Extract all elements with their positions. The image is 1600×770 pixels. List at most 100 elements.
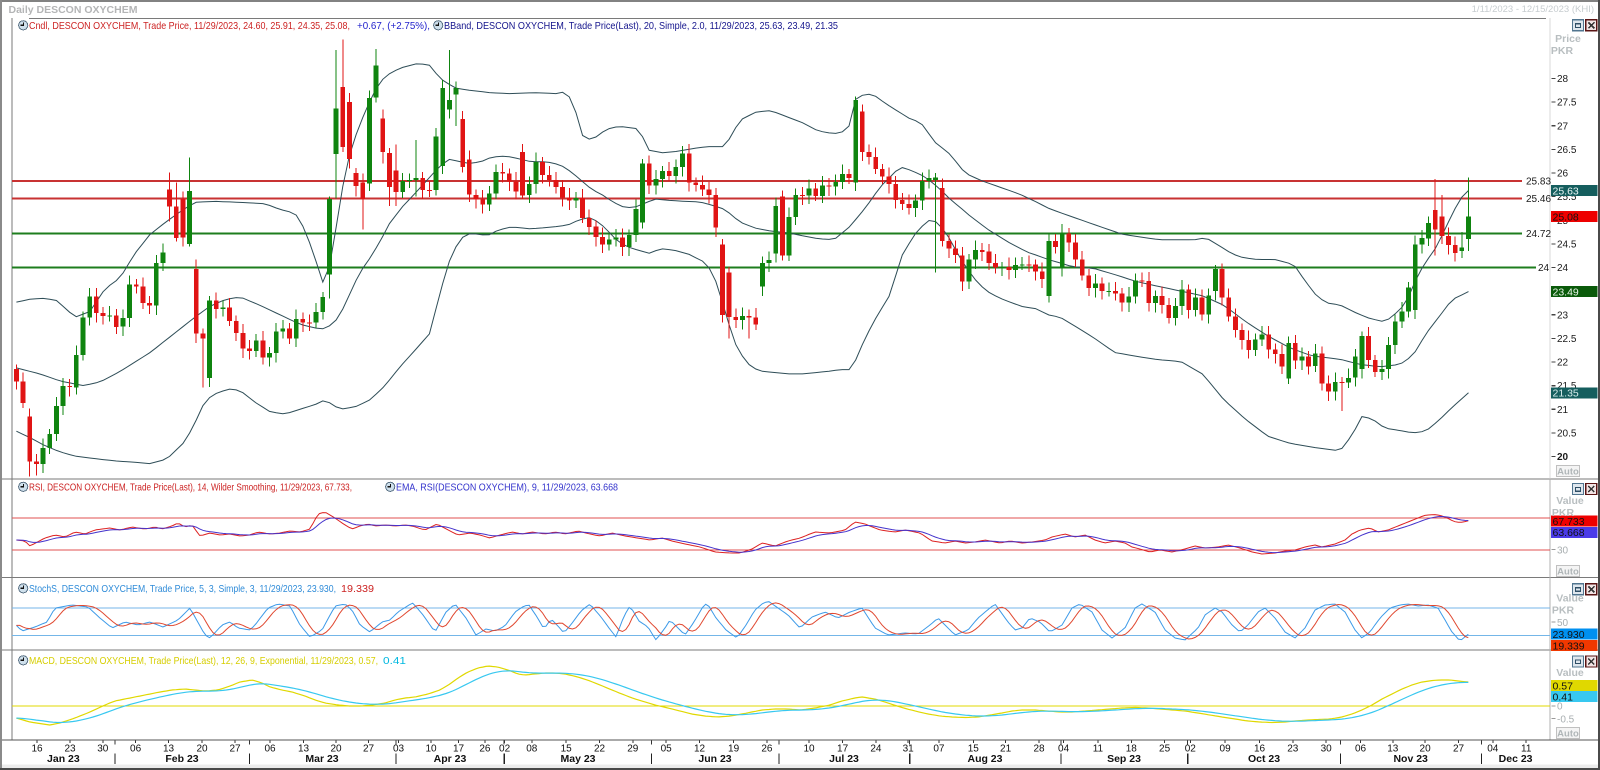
- svg-text:23: 23: [1557, 310, 1569, 321]
- svg-text:25.83: 25.83: [1526, 177, 1551, 188]
- svg-text:15: 15: [968, 744, 980, 755]
- svg-text:Cndl, DESCON OXYCHEM, Trade Pr: Cndl, DESCON OXYCHEM, Trade Price, 11/29…: [29, 21, 350, 32]
- svg-text:31: 31: [903, 744, 915, 755]
- svg-text:Jul 23: Jul 23: [829, 753, 859, 765]
- svg-text:Oct 23: Oct 23: [1248, 753, 1280, 765]
- svg-text:Value: Value: [1556, 667, 1584, 679]
- svg-text:28: 28: [1557, 74, 1569, 85]
- svg-text:11: 11: [1521, 744, 1532, 755]
- svg-text:13: 13: [163, 744, 175, 755]
- svg-text:27: 27: [363, 744, 375, 755]
- svg-text:24: 24: [1557, 263, 1569, 274]
- svg-text:+0.67, (+2.75%),: +0.67, (+2.75%),: [357, 21, 430, 32]
- svg-text:Jan 23: Jan 23: [47, 753, 80, 765]
- svg-text:24.5: 24.5: [1557, 239, 1577, 250]
- svg-text:21: 21: [1557, 405, 1569, 416]
- svg-text:22.5: 22.5: [1557, 334, 1577, 345]
- svg-text:Aug 23: Aug 23: [967, 753, 1002, 765]
- svg-text:May 23: May 23: [560, 753, 595, 765]
- svg-text:Nov 23: Nov 23: [1393, 753, 1428, 765]
- svg-text:MACD, DESCON OXYCHEM, Trade Pr: MACD, DESCON OXYCHEM, Trade Price(Last),…: [29, 656, 378, 667]
- svg-text:16: 16: [31, 744, 43, 755]
- svg-text:Dec 23: Dec 23: [1499, 753, 1533, 765]
- svg-text:Value: Value: [1556, 593, 1584, 605]
- svg-text:26: 26: [761, 744, 773, 755]
- svg-text:21: 21: [1000, 744, 1012, 755]
- svg-text:24: 24: [870, 744, 882, 755]
- svg-text:07: 07: [933, 744, 945, 755]
- svg-text:26: 26: [479, 744, 491, 755]
- svg-text:30: 30: [97, 744, 109, 755]
- svg-text:1/11/2023 - 12/15/2023 (KHI): 1/11/2023 - 12/15/2023 (KHI): [1472, 4, 1594, 15]
- svg-text:Price: Price: [1555, 33, 1581, 45]
- svg-text:17: 17: [453, 744, 465, 755]
- svg-text:11: 11: [1093, 744, 1104, 755]
- svg-text:25.08: 25.08: [1553, 211, 1579, 223]
- svg-text:Sep 23: Sep 23: [1107, 753, 1141, 765]
- svg-text:17: 17: [837, 744, 849, 755]
- svg-text:02: 02: [499, 744, 511, 755]
- svg-text:13: 13: [298, 744, 310, 755]
- svg-text:PKR: PKR: [1552, 507, 1575, 519]
- svg-text:67.733: 67.733: [1553, 516, 1585, 528]
- svg-text:27: 27: [1557, 121, 1569, 132]
- svg-text:26: 26: [1557, 169, 1569, 180]
- svg-text:30: 30: [1321, 744, 1333, 755]
- svg-text:0.41: 0.41: [1553, 691, 1574, 703]
- svg-text:63.668: 63.668: [1553, 527, 1585, 539]
- svg-text:23.930: 23.930: [1553, 629, 1585, 641]
- svg-text:21.35: 21.35: [1553, 388, 1579, 400]
- svg-text:06: 06: [1355, 744, 1367, 755]
- svg-text:Value: Value: [1556, 495, 1584, 507]
- svg-text:02: 02: [1185, 744, 1197, 755]
- svg-text:50: 50: [1557, 618, 1569, 629]
- svg-text:30: 30: [1557, 546, 1569, 557]
- svg-text:0.57: 0.57: [1553, 680, 1574, 692]
- svg-text:19: 19: [728, 744, 740, 755]
- svg-text:06: 06: [130, 744, 142, 755]
- svg-text:Auto: Auto: [1557, 567, 1579, 578]
- svg-text:29: 29: [627, 744, 639, 755]
- svg-text:0.41: 0.41: [383, 656, 406, 667]
- svg-text:27: 27: [229, 744, 241, 755]
- svg-text:10: 10: [803, 744, 815, 755]
- svg-text:20.5: 20.5: [1557, 428, 1577, 439]
- svg-text:RSI, DESCON OXYCHEM, Trade Pri: RSI, DESCON OXYCHEM, Trade Price(Last), …: [29, 482, 352, 493]
- svg-text:Daily DESCON OXYCHEM: Daily DESCON OXYCHEM: [9, 4, 138, 16]
- svg-text:20: 20: [1557, 452, 1569, 463]
- svg-text:19.339: 19.339: [341, 584, 374, 595]
- svg-text:25.63: 25.63: [1553, 185, 1579, 197]
- svg-text:05: 05: [661, 744, 673, 755]
- svg-text:Apr 23: Apr 23: [434, 753, 467, 765]
- svg-text:24: 24: [1538, 263, 1550, 274]
- svg-text:06: 06: [264, 744, 276, 755]
- svg-text:Mar 23: Mar 23: [305, 753, 338, 765]
- svg-text:27: 27: [1453, 744, 1465, 755]
- svg-text:Jun 23: Jun 23: [698, 753, 731, 765]
- svg-text:15: 15: [561, 744, 573, 755]
- svg-text:25.46: 25.46: [1526, 194, 1551, 205]
- svg-text:Auto: Auto: [1557, 729, 1579, 740]
- svg-text:20: 20: [196, 744, 208, 755]
- svg-text:13: 13: [1387, 744, 1399, 755]
- svg-text:23: 23: [64, 744, 76, 755]
- svg-text:0: 0: [1557, 702, 1563, 713]
- svg-text:PKR: PKR: [1551, 45, 1574, 57]
- svg-text:21.5: 21.5: [1557, 381, 1577, 392]
- svg-text:22: 22: [1557, 358, 1569, 369]
- svg-text:27.5: 27.5: [1557, 98, 1577, 109]
- svg-text:10: 10: [425, 744, 437, 755]
- svg-text:-0.5: -0.5: [1557, 714, 1575, 725]
- svg-text:StochS, DESCON OXYCHEM, Trade: StochS, DESCON OXYCHEM, Trade Price, 5, …: [29, 584, 336, 595]
- svg-text:25.5: 25.5: [1557, 192, 1577, 203]
- svg-text:03: 03: [393, 744, 405, 755]
- svg-text:EMA, RSI(DESCON OXYCHEM), 9,: EMA, RSI(DESCON OXYCHEM), 9, 11/29/2023,…: [396, 482, 618, 493]
- svg-text:08: 08: [526, 744, 538, 755]
- svg-text:04: 04: [1058, 744, 1070, 755]
- svg-text:Feb 23: Feb 23: [165, 753, 198, 765]
- svg-text:Auto: Auto: [1557, 467, 1579, 478]
- svg-text:20: 20: [330, 744, 342, 755]
- svg-text:BBand, DESCON OXYCHEM, Trade P: BBand, DESCON OXYCHEM, Trade Price(Last)…: [444, 21, 838, 32]
- svg-text:04: 04: [1487, 744, 1499, 755]
- svg-text:26.5: 26.5: [1557, 145, 1577, 156]
